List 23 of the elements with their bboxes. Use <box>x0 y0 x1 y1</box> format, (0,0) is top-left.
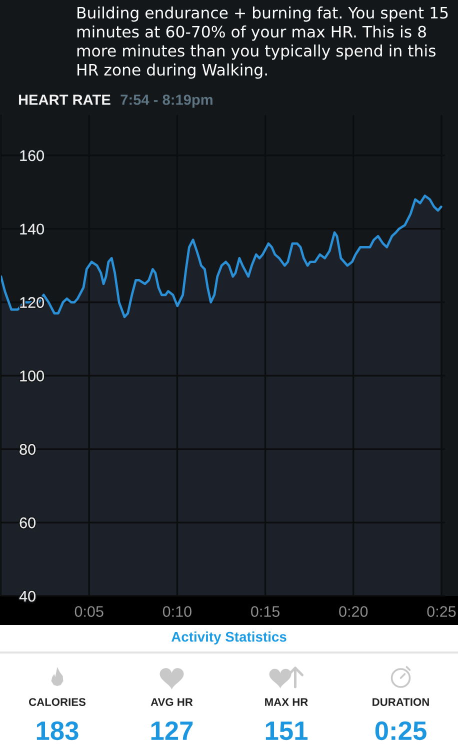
text: 127 <box>151 721 193 740</box>
text: CALORIES <box>29 698 86 706</box>
text: Activity Statistics <box>171 632 286 644</box>
text: AVG HR <box>150 698 193 706</box>
y-tick-label: 80 <box>20 444 36 455</box>
x-tick-label: 0:15 <box>251 606 280 617</box>
text: 183 <box>36 721 78 740</box>
y-tick-label: 60 <box>20 517 36 528</box>
y-tick-label: 40 <box>19 590 36 602</box>
chart-title: HEART RATE <box>18 94 110 105</box>
y-tick-label: 160 <box>20 150 44 162</box>
text: DURATION <box>372 698 429 706</box>
y-tick-label: 100 <box>20 370 44 382</box>
text: Building endurance + burning fat. You spent 15 minutes at 60-70% of your max HR. This is 8 more minutes than you typically spend in this HR zone during Walking. <box>77 6 448 79</box>
x-tick-label: 0:10 <box>162 606 192 617</box>
x-tick-label: 0:25 <box>427 606 456 617</box>
x-tick-label: 0:20 <box>339 606 368 617</box>
y-tick-label: 140 <box>20 224 44 235</box>
x-tick-label: 0:05 <box>74 606 104 617</box>
chart-subtitle: 7:54 - 8:19pm <box>120 94 212 108</box>
text: MAX HR <box>265 698 308 706</box>
text: 0:25 <box>375 721 426 740</box>
text: 151 <box>266 722 308 740</box>
